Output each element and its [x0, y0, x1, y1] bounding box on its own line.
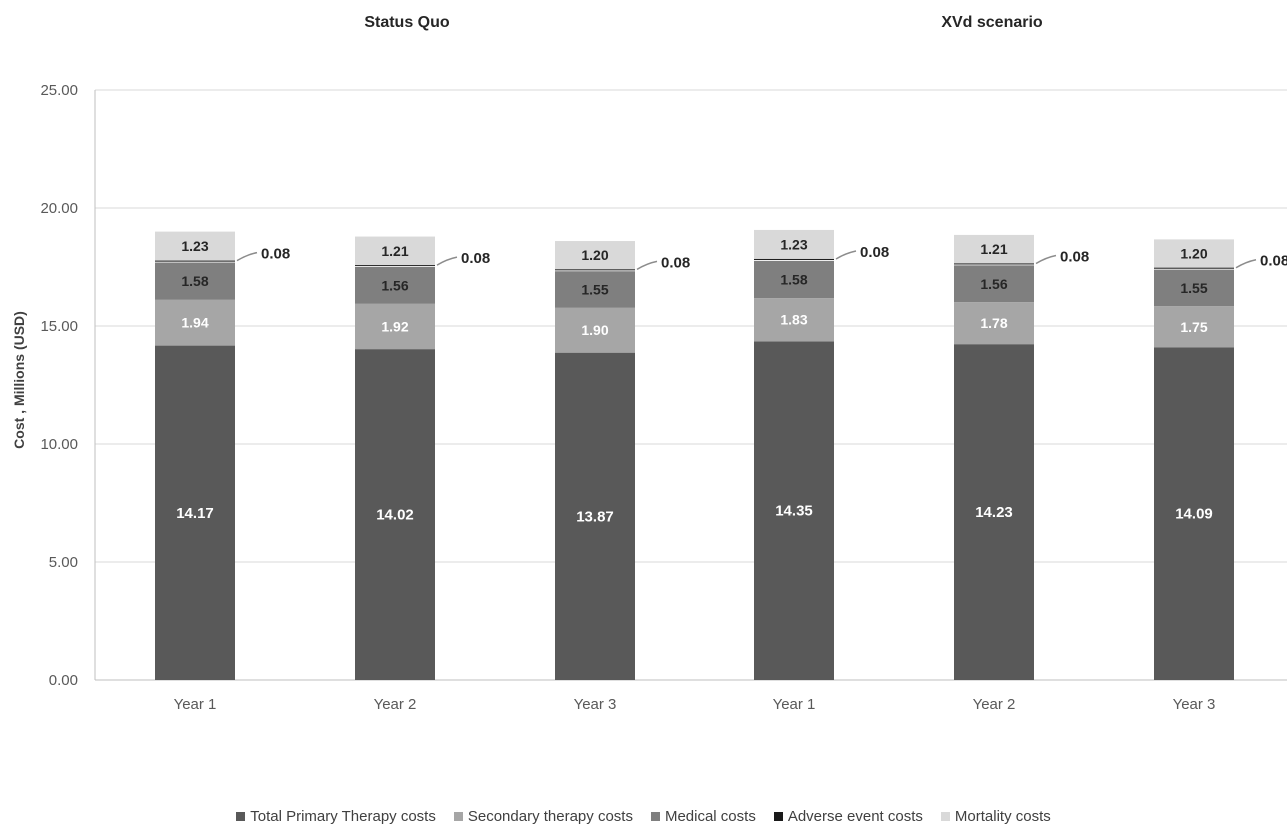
x-tick-label: Year 1 [773, 696, 816, 713]
data-label: 0.08 [661, 254, 690, 271]
y-tick-label: 15.00 [40, 318, 78, 335]
data-label: 1.55 [581, 282, 608, 298]
bar-segment [355, 349, 435, 680]
data-label: 14.09 [1175, 506, 1213, 523]
bar-segment [555, 352, 635, 680]
data-label: 14.17 [176, 505, 214, 522]
callout-line [1035, 254, 1057, 265]
legend-label: Medical costs [664, 808, 756, 825]
legend-swatch [650, 812, 660, 821]
callout-line [636, 260, 658, 271]
callout-line [1235, 258, 1257, 269]
data-label: 1.78 [980, 315, 1007, 331]
x-tick-label: Year 3 [574, 696, 617, 713]
callout-line [835, 250, 857, 260]
bar-segment [954, 265, 1034, 303]
legend-label: Secondary therapy costs [467, 808, 633, 825]
y-tick-label: 5.00 [49, 554, 78, 571]
data-label: 1.75 [1180, 319, 1207, 335]
legend-swatch [773, 812, 783, 821]
y-tick-label: 25.00 [40, 82, 78, 99]
data-label: 1.23 [181, 238, 208, 254]
chart-canvas: 0.00 5.00 10.00 15.00 20.00 25.00 Cost , Milli… [11, 14, 1287, 713]
y-tick-label: 10.00 [40, 436, 78, 453]
bar-segment [555, 241, 635, 270]
bar-segment [1154, 239, 1234, 268]
bar-segment [954, 344, 1034, 680]
legend-item: Secondary therapy costs [453, 808, 633, 825]
legend-swatch [940, 812, 950, 821]
legend-item: Mortality costs [940, 808, 1051, 825]
data-label: 14.35 [775, 503, 813, 520]
legend-label: Adverse event costs [787, 808, 923, 825]
data-label: 1.55 [1180, 280, 1207, 296]
bar-segment [155, 262, 235, 300]
bar-segment [954, 302, 1034, 345]
data-label: 0.08 [860, 244, 889, 261]
bar-segment [1154, 347, 1234, 680]
data-label: 1.20 [1180, 246, 1207, 262]
legend-swatch [236, 812, 246, 821]
data-label: 1.56 [980, 276, 1007, 292]
bar-segment [754, 341, 834, 680]
legend-item: Adverse event costs [773, 808, 923, 825]
bar-segment [555, 307, 635, 353]
data-label: 0.08 [1060, 248, 1089, 265]
bar-segment [555, 271, 635, 308]
y-axis-title: Cost , Millions (USD) [11, 311, 27, 449]
data-label: 0.08 [1260, 253, 1287, 270]
data-label: 1.56 [381, 277, 408, 293]
data-label: 1.23 [780, 236, 807, 252]
bar-segment [355, 267, 435, 304]
data-label: 14.23 [975, 504, 1013, 521]
x-tick-label: Year 1 [174, 696, 217, 713]
bar-segment [1154, 269, 1234, 307]
chart-legend: Total Primary Therapy costs Secondary the… [0, 808, 1287, 825]
x-tick-label: Year 3 [1173, 696, 1216, 713]
bar-segment [754, 298, 834, 342]
legend-label: Mortality costs [954, 808, 1051, 825]
data-label: 14.02 [376, 507, 414, 524]
bar-segment [155, 345, 235, 680]
bar-segment [355, 236, 435, 266]
callout-line [236, 251, 258, 262]
callout-line [436, 256, 458, 266]
legend-label: Total Primary Therapy costs [250, 808, 436, 825]
bar-segment [754, 229, 834, 259]
bar-segment [155, 231, 235, 261]
legend-item: Medical costs [650, 808, 756, 825]
data-label: 0.08 [261, 246, 290, 263]
data-label: 1.58 [780, 272, 807, 288]
y-tick-label: 0.00 [49, 672, 78, 689]
legend-item: Total Primary Therapy costs [236, 808, 436, 825]
data-label: 1.21 [980, 241, 1007, 257]
y-tick-label: 20.00 [40, 200, 78, 217]
bar-segment [355, 303, 435, 350]
data-label: 1.58 [181, 273, 208, 289]
bar-segment [954, 234, 1034, 264]
data-label: 0.08 [461, 250, 490, 267]
x-tick-label: Year 2 [973, 696, 1016, 713]
group-title: Status Quo [364, 14, 450, 31]
data-label: 1.92 [381, 318, 408, 334]
bar-segment [155, 299, 235, 346]
bar-segment [1154, 306, 1234, 348]
data-label: 1.90 [581, 322, 608, 338]
data-label: 1.21 [381, 243, 408, 259]
legend-swatch [453, 812, 463, 821]
data-label: 1.94 [181, 315, 208, 331]
data-label: 1.83 [780, 312, 807, 328]
x-tick-label: Year 2 [374, 696, 417, 713]
group-title: XVd scenario [941, 14, 1043, 31]
data-label: 13.87 [576, 508, 614, 525]
bar-segment [754, 260, 834, 299]
data-label: 1.20 [581, 247, 608, 263]
